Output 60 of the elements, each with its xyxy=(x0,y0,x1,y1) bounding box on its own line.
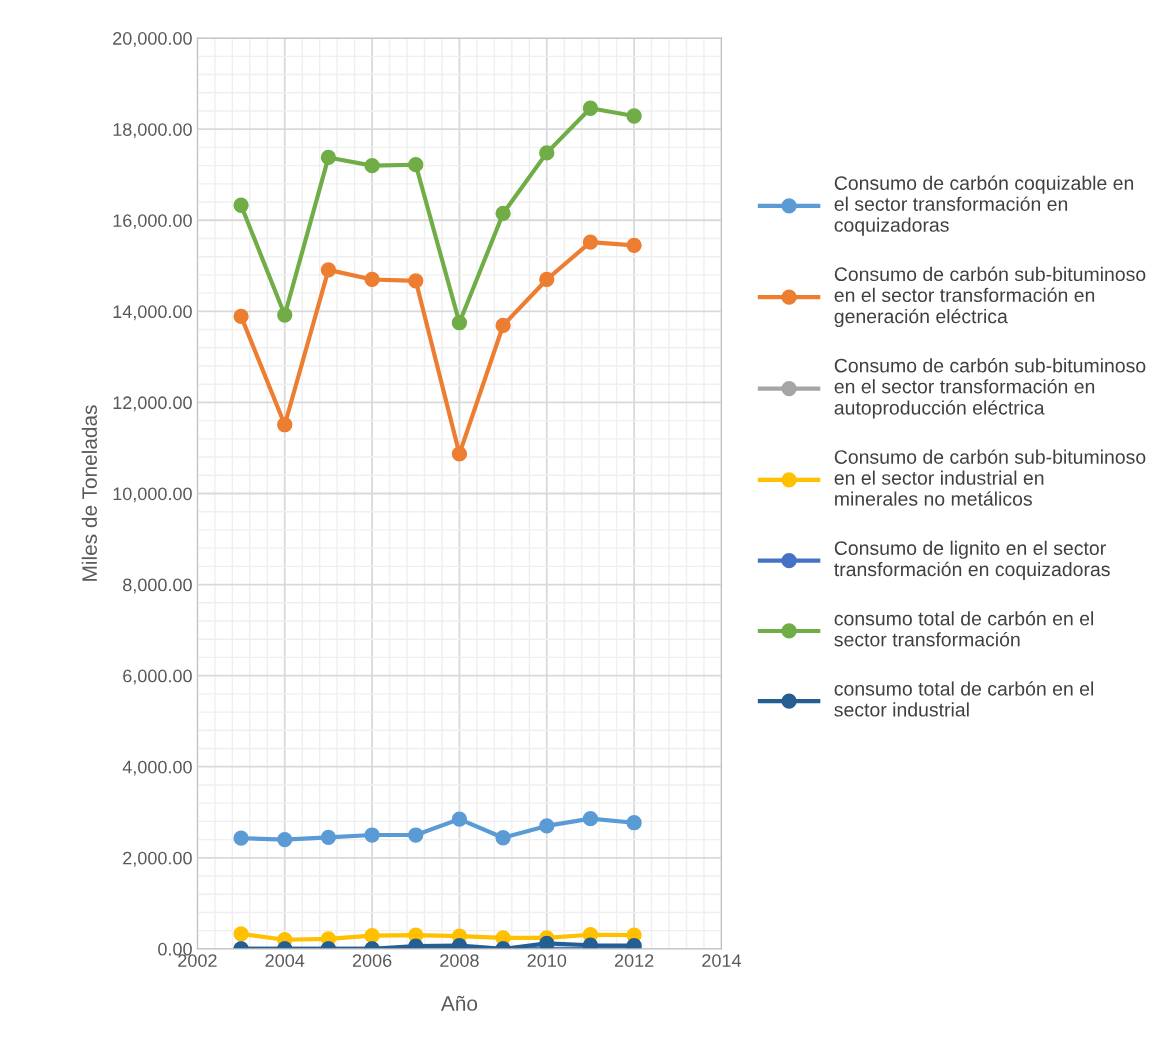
y-tick-label: 20,000.00 xyxy=(113,32,192,47)
point xyxy=(539,818,555,834)
y-tick-label: 4,000.00 xyxy=(122,760,192,776)
y-tick-label: 12,000.00 xyxy=(113,396,192,412)
point xyxy=(364,157,380,174)
y-tick-label: 6,000.00 xyxy=(123,669,192,685)
point xyxy=(626,108,642,124)
x-tick-label: 2004 xyxy=(265,954,305,967)
point xyxy=(320,262,337,278)
point xyxy=(408,827,424,843)
point xyxy=(233,830,249,846)
legend-label: Consumo de lignito en el sector transformación en coquizadoras xyxy=(834,540,1110,581)
point xyxy=(277,417,293,433)
point xyxy=(539,935,555,949)
point xyxy=(451,315,468,331)
point xyxy=(495,317,511,334)
x-tick-label: 2012 xyxy=(614,954,654,967)
point xyxy=(451,811,468,827)
legend-label: consumo total de carbón en el sector industrial xyxy=(834,681,1094,717)
y-axis-title: Miles de Toneladas xyxy=(81,405,97,581)
y-tick-label: 8,000.00 xyxy=(123,578,192,594)
legend-label: consumo total de carbón en el sector transformación xyxy=(834,610,1094,647)
legend-label: Consumo de carbón sub-bituminoso en el sector industrial en minerales no metálicos xyxy=(834,449,1146,506)
point xyxy=(233,926,249,942)
legend-label: Consumo de carbón sub-bituminoso en el sector transformación en generación eléctrica xyxy=(834,266,1146,328)
point xyxy=(364,827,380,843)
point xyxy=(495,830,511,846)
point xyxy=(320,149,337,166)
point xyxy=(451,446,468,462)
point xyxy=(495,205,511,222)
point xyxy=(277,831,293,848)
point xyxy=(626,237,642,253)
y-tick-label: 18,000.00 xyxy=(113,123,192,139)
point xyxy=(408,273,424,289)
point xyxy=(626,815,642,831)
y-tick-label: 10,000.00 xyxy=(113,487,192,503)
point xyxy=(582,234,599,250)
point xyxy=(364,928,380,944)
point xyxy=(320,829,337,845)
point xyxy=(539,271,555,288)
point xyxy=(408,157,424,173)
x-axis-title: Año xyxy=(440,995,478,1011)
x-tick-label: 2008 xyxy=(440,954,479,967)
point xyxy=(233,308,249,324)
point xyxy=(364,271,380,288)
point xyxy=(582,810,599,827)
x-tick-label: 2002 xyxy=(178,954,217,967)
point xyxy=(582,100,599,116)
y-tick-label: 0.00 xyxy=(158,942,192,956)
point xyxy=(233,197,249,213)
x-tick-label: 2006 xyxy=(352,954,392,967)
y-tick-label: 2,000.00 xyxy=(123,851,192,867)
legend-label: Consumo de carbón coquizable en el sector transformación en coquizadoras xyxy=(834,175,1134,236)
legend-label: Consumo de carbón sub-bituminoso en el sector transformación en autoproducción eléctrica xyxy=(834,357,1146,419)
x-tick-label: 2010 xyxy=(527,954,567,967)
y-tick-label: 14,000.00 xyxy=(113,305,192,321)
point xyxy=(277,307,293,323)
x-tick-label: 2014 xyxy=(702,954,742,967)
y-tick-label: 16,000.00 xyxy=(113,214,192,230)
point xyxy=(539,145,555,161)
